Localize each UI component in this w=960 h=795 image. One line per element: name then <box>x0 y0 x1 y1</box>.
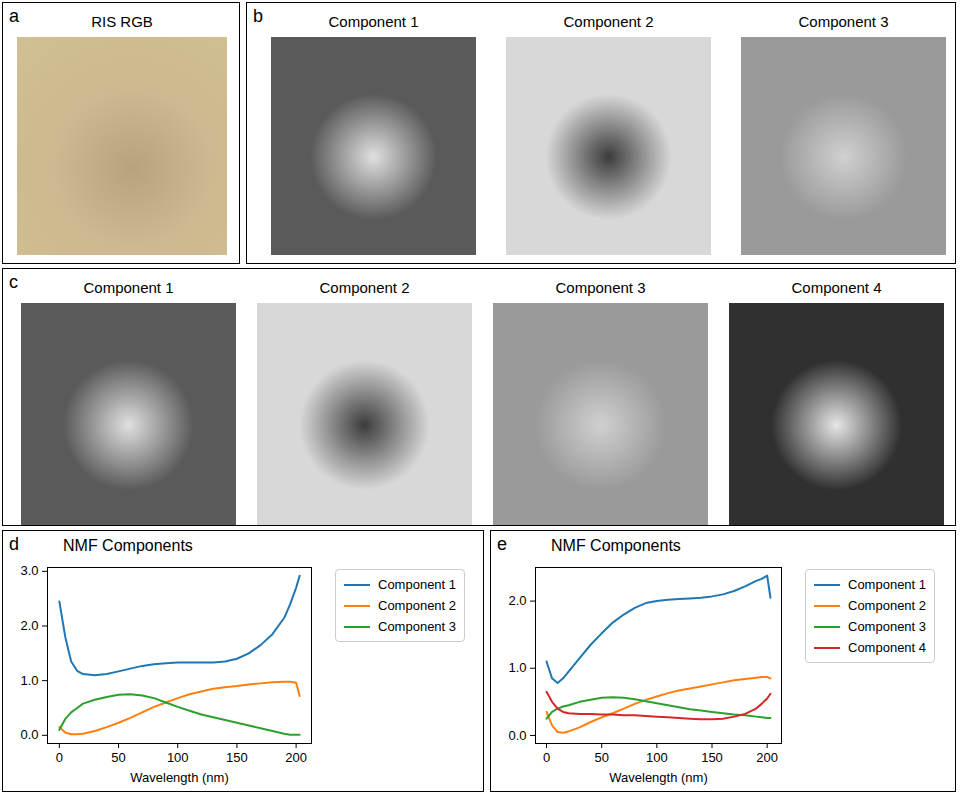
html-text:Component 1: Component 1 <box>848 577 927 592</box>
html-text:Component 2: Component 2 <box>563 13 654 30</box>
html-text:e: e <box>497 534 507 554</box>
svg-text:0.0: 0.0 <box>508 728 526 743</box>
html-text:Component 2: Component 2 <box>319 279 410 296</box>
html-text:c: c <box>9 272 18 292</box>
html-text:Component 3: Component 3 <box>555 279 646 296</box>
html-text:Component 4: Component 4 <box>791 279 882 296</box>
svg-text:150: 150 <box>226 750 248 765</box>
svg-text:200: 200 <box>756 750 778 765</box>
html-text:b: b <box>253 6 263 26</box>
svg-text:1.0: 1.0 <box>508 660 526 675</box>
svg-text:100: 100 <box>646 750 668 765</box>
svg-text:0: 0 <box>56 750 63 765</box>
svg-text:Wavelength (nm): Wavelength (nm) <box>609 770 708 785</box>
svg-text:1.0: 1.0 <box>20 673 38 688</box>
html-text:Component 3: Component 3 <box>848 619 927 634</box>
html-text:Component 1: Component 1 <box>378 577 457 592</box>
svg-text:3.0: 3.0 <box>20 563 38 578</box>
svg-text:0: 0 <box>543 750 550 765</box>
html-text:Component 1: Component 1 <box>83 279 174 296</box>
svg-text:2.0: 2.0 <box>508 593 526 608</box>
html-text:Component 3: Component 3 <box>798 13 889 30</box>
html-text:Component 2: Component 2 <box>848 598 927 613</box>
html-text:NMF Components: NMF Components <box>551 537 681 554</box>
html-text:RIS RGB: RIS RGB <box>91 13 153 30</box>
html-text:Component 3: Component 3 <box>378 619 457 634</box>
svg-text:50: 50 <box>594 750 608 765</box>
svg-text:Wavelength (nm): Wavelength (nm) <box>130 770 229 785</box>
html-text:Component 1: Component 1 <box>328 13 419 30</box>
svg-text:150: 150 <box>701 750 723 765</box>
html-text:Component 2: Component 2 <box>378 598 457 613</box>
html-text:d: d <box>9 534 19 554</box>
svg-text:0.0: 0.0 <box>20 727 38 742</box>
svg-text:100: 100 <box>167 750 189 765</box>
svg-text:200: 200 <box>285 750 307 765</box>
html-text:Component 4: Component 4 <box>848 640 927 655</box>
svg-text:2.0: 2.0 <box>20 618 38 633</box>
html-text:NMF Components: NMF Components <box>63 537 193 554</box>
svg-text:50: 50 <box>111 750 125 765</box>
html-text:a: a <box>9 6 19 26</box>
